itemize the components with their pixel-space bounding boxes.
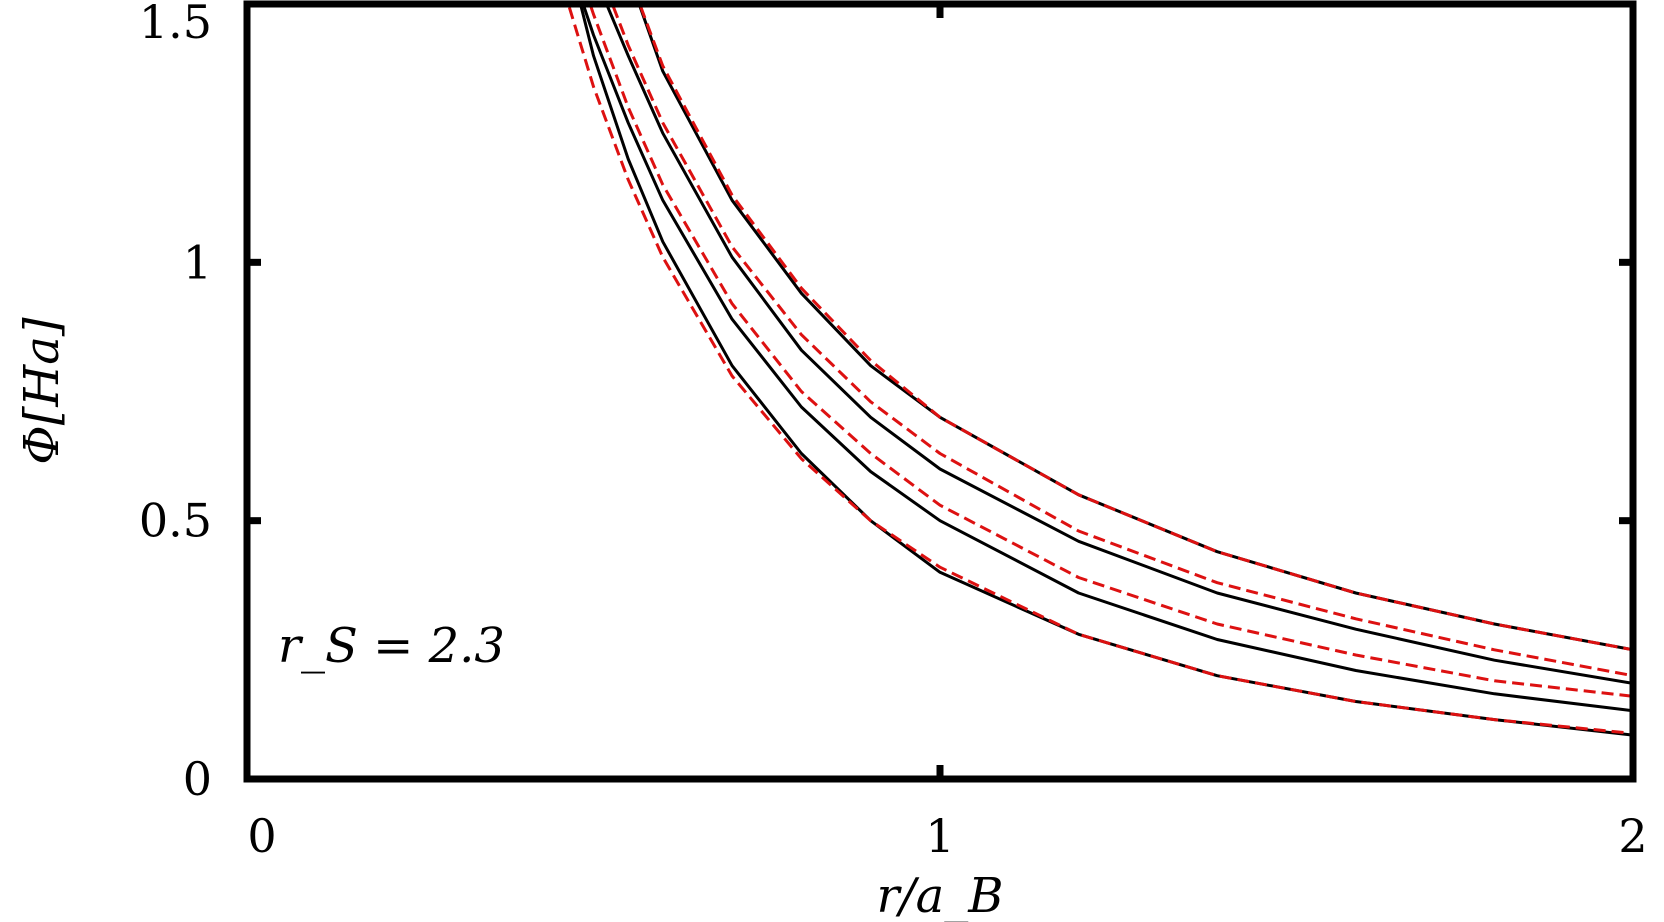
y-tick-label-3: 1.5 bbox=[139, 0, 212, 49]
series-line-6 bbox=[588, 4, 1633, 698]
x-tick-label-1: 1 bbox=[925, 809, 954, 863]
y-axis-label: Φ[Ha] bbox=[14, 317, 70, 465]
series-layer bbox=[566, 4, 1633, 737]
series-line-8 bbox=[638, 4, 1633, 652]
series-line-4 bbox=[637, 4, 1633, 652]
y-tick-label-2: 1 bbox=[183, 235, 212, 289]
ticks-layer bbox=[243, 0, 1637, 783]
x-axis-label: r/a_B bbox=[876, 868, 1003, 922]
y-tick-label-0: 0 bbox=[183, 752, 212, 806]
tick-labels: 0 1 2 0 0.5 1 1.5 bbox=[139, 0, 1648, 863]
annotation-rs: r_S = 2.3 bbox=[278, 618, 505, 674]
series-line-7 bbox=[610, 4, 1633, 678]
series-line-2 bbox=[604, 4, 1633, 685]
series-line-1 bbox=[581, 4, 1633, 713]
series-line-3 bbox=[578, 4, 1633, 737]
x-tick-label-2: 2 bbox=[1618, 809, 1647, 863]
x-tick-label-0: 0 bbox=[247, 809, 276, 863]
series-line-5 bbox=[566, 4, 1633, 735]
y-tick-label-1: 0.5 bbox=[139, 494, 212, 548]
